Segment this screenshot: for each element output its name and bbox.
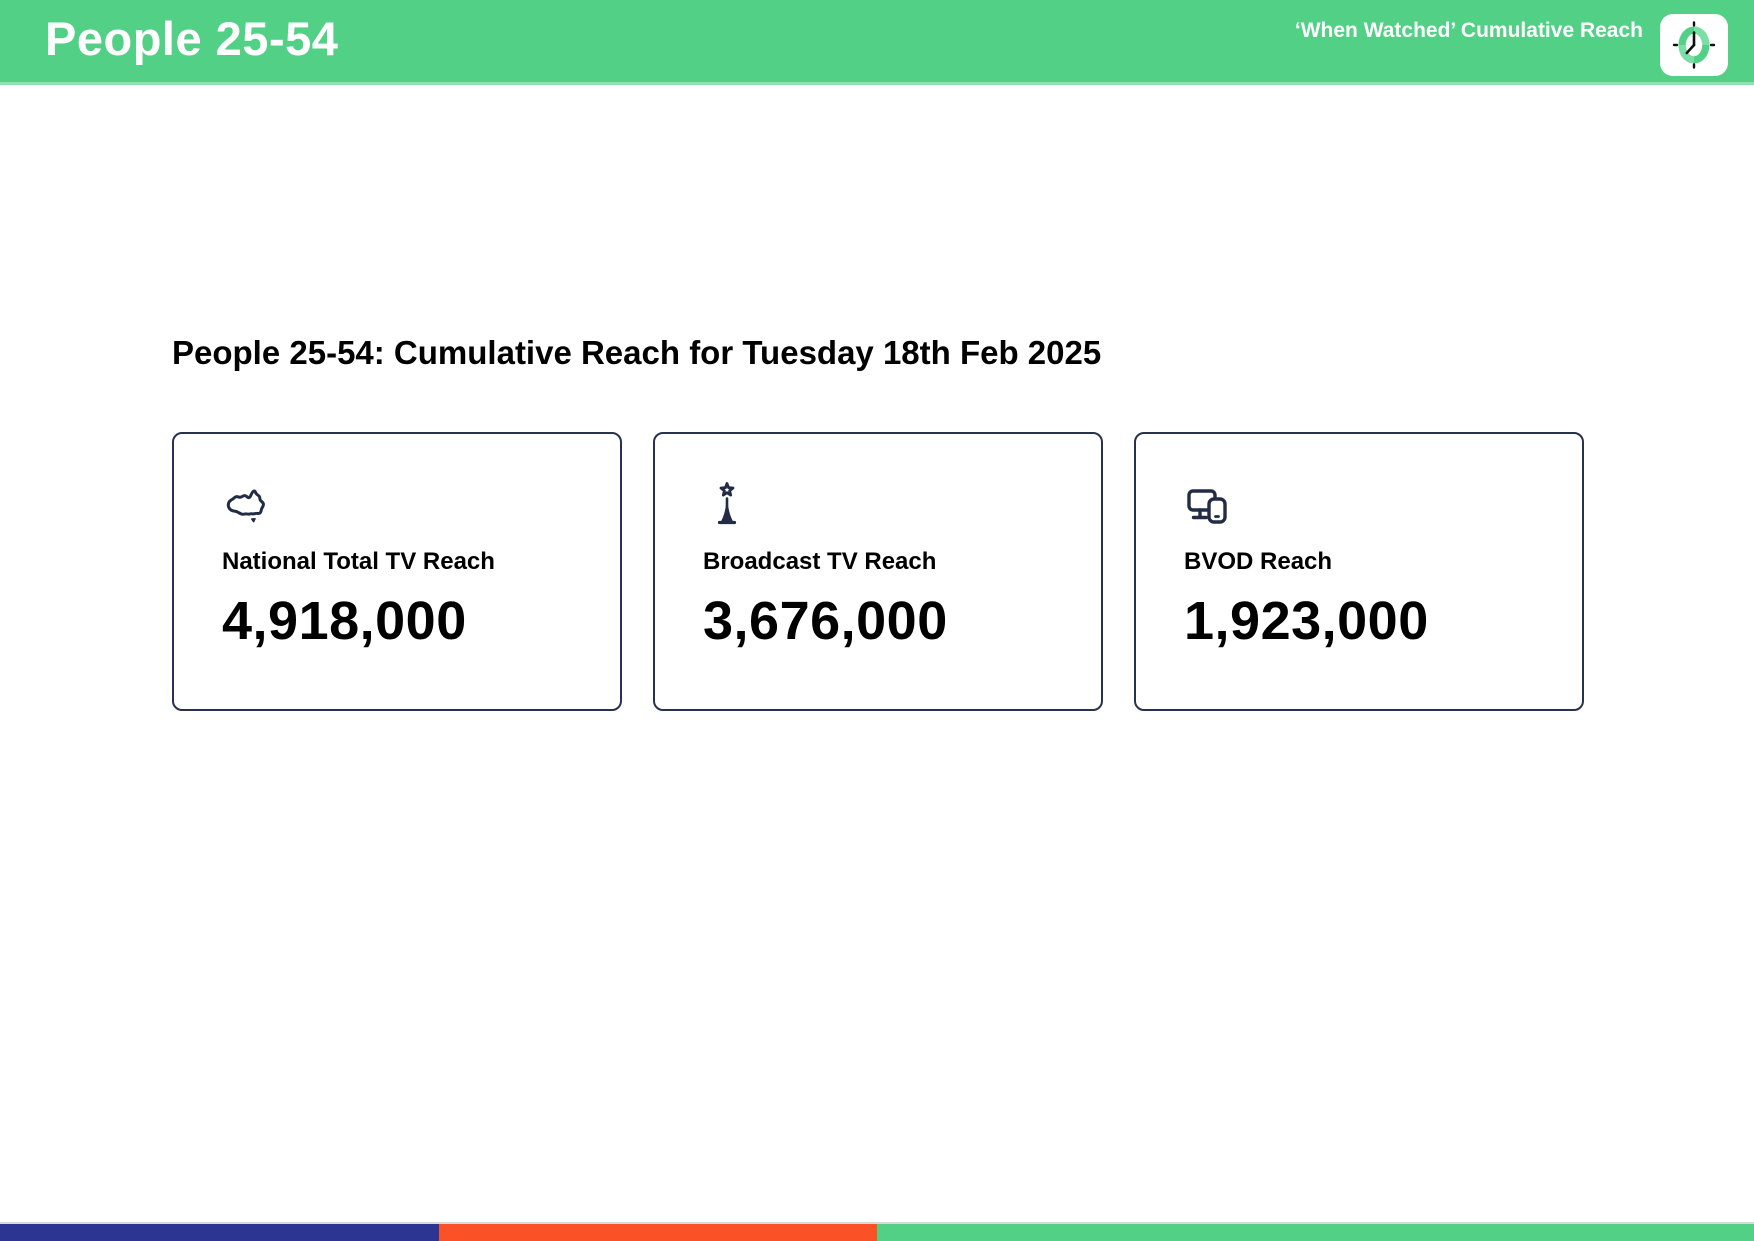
footer-color-bar	[0, 1222, 1754, 1241]
header-bar: People 25-54 ‘When Watched’ Cumulative R…	[0, 0, 1754, 85]
clock-logo-icon	[1660, 14, 1728, 76]
kpi-card-bvod: BVOD Reach 1,923,000	[1134, 432, 1584, 711]
page-title: People 25-54	[45, 11, 339, 65]
footer-navy-segment	[0, 1224, 439, 1241]
kpi-label: Broadcast TV Reach	[703, 548, 937, 575]
australia-map-icon	[226, 489, 265, 523]
footer-green-segment	[877, 1224, 1754, 1241]
broadcast-tower-icon	[717, 482, 737, 525]
footer-orange-segment	[438, 1224, 877, 1241]
kpi-card-broadcast-tv: Broadcast TV Reach 3,676,000	[653, 432, 1103, 711]
kpi-label: National Total TV Reach	[222, 548, 495, 575]
header-subtitle: ‘When Watched’ Cumulative Reach	[1294, 19, 1643, 42]
kpi-card-national-total-tv: National Total TV Reach 4,918,000	[172, 432, 622, 711]
kpi-value: 1,923,000	[1184, 591, 1429, 651]
kpi-value: 4,918,000	[222, 591, 467, 651]
kpi-label: BVOD Reach	[1184, 548, 1333, 575]
kpi-value: 3,676,000	[703, 591, 948, 651]
devices-icon	[1187, 489, 1227, 524]
header-right-group: ‘When Watched’ Cumulative Reach	[1295, 6, 1728, 76]
report-heading: People 25-54: Cumulative Reach for Tuesd…	[172, 334, 1102, 371]
kpi-cards-row: National Total TV Reach 4,918,000 Broadc…	[172, 432, 1584, 711]
